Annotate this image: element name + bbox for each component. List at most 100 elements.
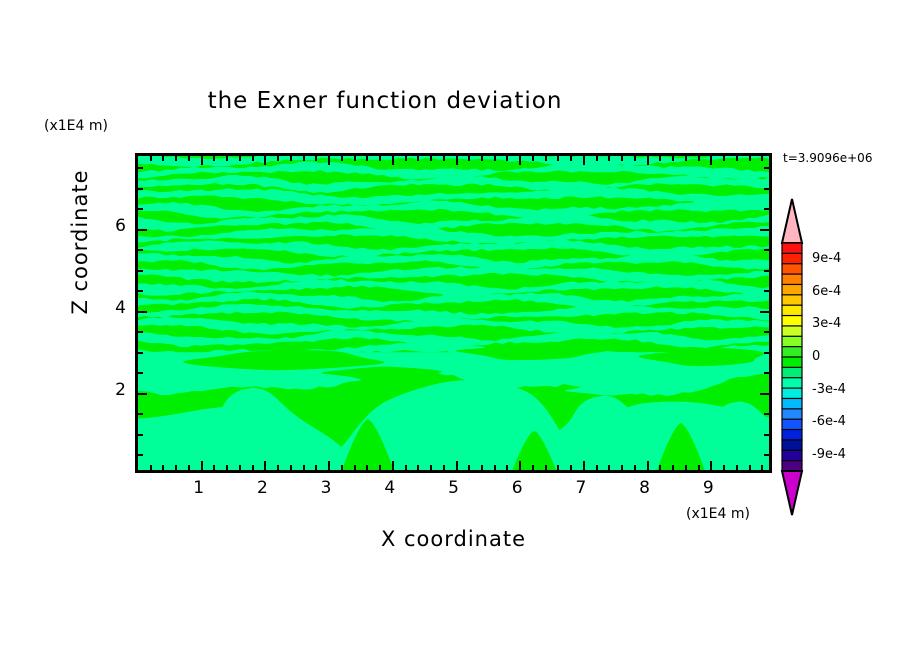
y-axis-tick bbox=[138, 331, 143, 334]
x-tick-label: 9 bbox=[702, 478, 714, 498]
contour-blob bbox=[183, 349, 385, 371]
x-axis-tick-top bbox=[621, 156, 624, 161]
y-tick-label: 6 bbox=[115, 215, 126, 236]
colorbar-tick-label: -9e-4 bbox=[812, 446, 846, 462]
contour-blob bbox=[564, 383, 642, 396]
contour-blob bbox=[455, 344, 609, 361]
x-axis-tick bbox=[621, 465, 624, 470]
x-axis-tick-top bbox=[506, 156, 509, 161]
x-axis-tick-top bbox=[340, 156, 343, 161]
x-axis-tick bbox=[353, 465, 356, 470]
x-axis-tick-top bbox=[468, 156, 471, 161]
x-axis-tick bbox=[391, 461, 394, 470]
y-tick-label: 2 bbox=[115, 379, 126, 400]
timestamp-label: t=3.9096e+06 bbox=[783, 151, 873, 165]
y-tick-label: 4 bbox=[115, 297, 126, 318]
colorbar-over-cap bbox=[780, 198, 804, 244]
colorbar-band bbox=[781, 449, 803, 462]
x-axis-tick-top bbox=[417, 156, 420, 161]
x-axis-tick bbox=[697, 465, 700, 470]
colorbar-gradient bbox=[780, 198, 804, 516]
x-axis-tick bbox=[264, 461, 267, 470]
x-axis-tick bbox=[659, 465, 662, 470]
y-axis-units-label: (x1E4 m) bbox=[44, 118, 108, 134]
x-axis-tick bbox=[175, 465, 178, 470]
x-axis-tick-top bbox=[697, 156, 700, 161]
contour-blob bbox=[638, 348, 765, 367]
x-axis-tick-top bbox=[264, 156, 267, 165]
x-axis-tick bbox=[149, 465, 152, 470]
contour-wedge bbox=[657, 422, 705, 470]
x-axis-tick-top bbox=[544, 156, 547, 161]
contour-band bbox=[138, 252, 769, 271]
x-tick-label: 6 bbox=[511, 478, 523, 498]
y-axis-tick-right bbox=[764, 269, 769, 272]
x-tick-label: 4 bbox=[384, 478, 396, 498]
y-axis-tick-right bbox=[764, 351, 769, 354]
x-axis-tick-top bbox=[480, 156, 483, 161]
x-tick-label: 1 bbox=[193, 478, 205, 498]
x-axis-tick-top bbox=[735, 156, 738, 161]
contour-blob bbox=[731, 378, 769, 389]
x-axis-tick-top bbox=[672, 156, 675, 161]
x-axis-tick bbox=[748, 465, 751, 470]
y-axis-title: Z coordinate bbox=[68, 169, 92, 315]
x-axis-tick-top bbox=[277, 156, 280, 161]
y-axis-tick bbox=[138, 310, 147, 313]
contour-blob bbox=[321, 366, 443, 382]
x-axis-tick-top bbox=[391, 156, 394, 165]
colorbar-band bbox=[781, 356, 803, 369]
y-axis-tick-right bbox=[764, 413, 769, 416]
x-axis-tick bbox=[595, 465, 598, 470]
colorbar-band bbox=[781, 335, 803, 348]
contour-band bbox=[138, 278, 769, 297]
x-axis-tick-top bbox=[404, 156, 407, 161]
y-axis-tick-right bbox=[764, 433, 769, 436]
contour-wedge bbox=[342, 418, 394, 470]
x-axis-tick bbox=[544, 465, 547, 470]
x-axis-tick-top bbox=[187, 156, 190, 161]
x-axis-tick-top bbox=[659, 156, 662, 161]
x-axis-tick bbox=[187, 465, 190, 470]
x-tick-label: 8 bbox=[639, 478, 650, 498]
y-axis-tick bbox=[138, 392, 147, 395]
x-axis-tick-top bbox=[442, 156, 445, 161]
colorbar-band bbox=[781, 304, 803, 317]
colorbar-band bbox=[781, 428, 803, 441]
colorbar-band bbox=[781, 418, 803, 431]
contour-band bbox=[138, 187, 769, 206]
x-axis-tick bbox=[531, 465, 534, 470]
x-axis-tick-top bbox=[238, 156, 241, 161]
x-axis-tick-top bbox=[315, 156, 318, 161]
x-axis-tick bbox=[468, 465, 471, 470]
x-axis-tick-top bbox=[582, 156, 585, 165]
contour-plume bbox=[521, 395, 684, 470]
y-axis-tick bbox=[138, 208, 143, 211]
x-axis-tick bbox=[480, 465, 483, 470]
x-axis-tick-top bbox=[608, 156, 611, 161]
y-axis-tick bbox=[138, 269, 143, 272]
y-axis-tick-right bbox=[760, 392, 769, 395]
colorbar-band bbox=[781, 439, 803, 452]
x-axis-tick bbox=[404, 465, 407, 470]
contour-band bbox=[138, 225, 769, 245]
x-axis-tick bbox=[710, 461, 713, 470]
contour-band bbox=[138, 291, 769, 309]
x-axis-tick-top bbox=[557, 156, 560, 161]
y-axis-tick-right bbox=[764, 331, 769, 334]
colorbar-band bbox=[781, 294, 803, 307]
colorbar-band bbox=[781, 377, 803, 390]
colorbar-band bbox=[781, 273, 803, 286]
y-axis-tick-right bbox=[764, 187, 769, 190]
x-axis-tick bbox=[646, 461, 649, 470]
y-axis-tick bbox=[138, 351, 143, 354]
x-axis-tick bbox=[251, 465, 254, 470]
page-title: the Exner function deviation bbox=[207, 88, 563, 114]
y-axis-tick bbox=[138, 228, 147, 231]
contour-band bbox=[138, 303, 769, 322]
contour-plot-area bbox=[135, 153, 772, 473]
x-axis-title: X coordinate bbox=[380, 527, 527, 551]
colorbar-tick-label: 9e-4 bbox=[812, 251, 842, 267]
colorbar-band bbox=[781, 314, 803, 327]
colorbar-band bbox=[781, 366, 803, 379]
